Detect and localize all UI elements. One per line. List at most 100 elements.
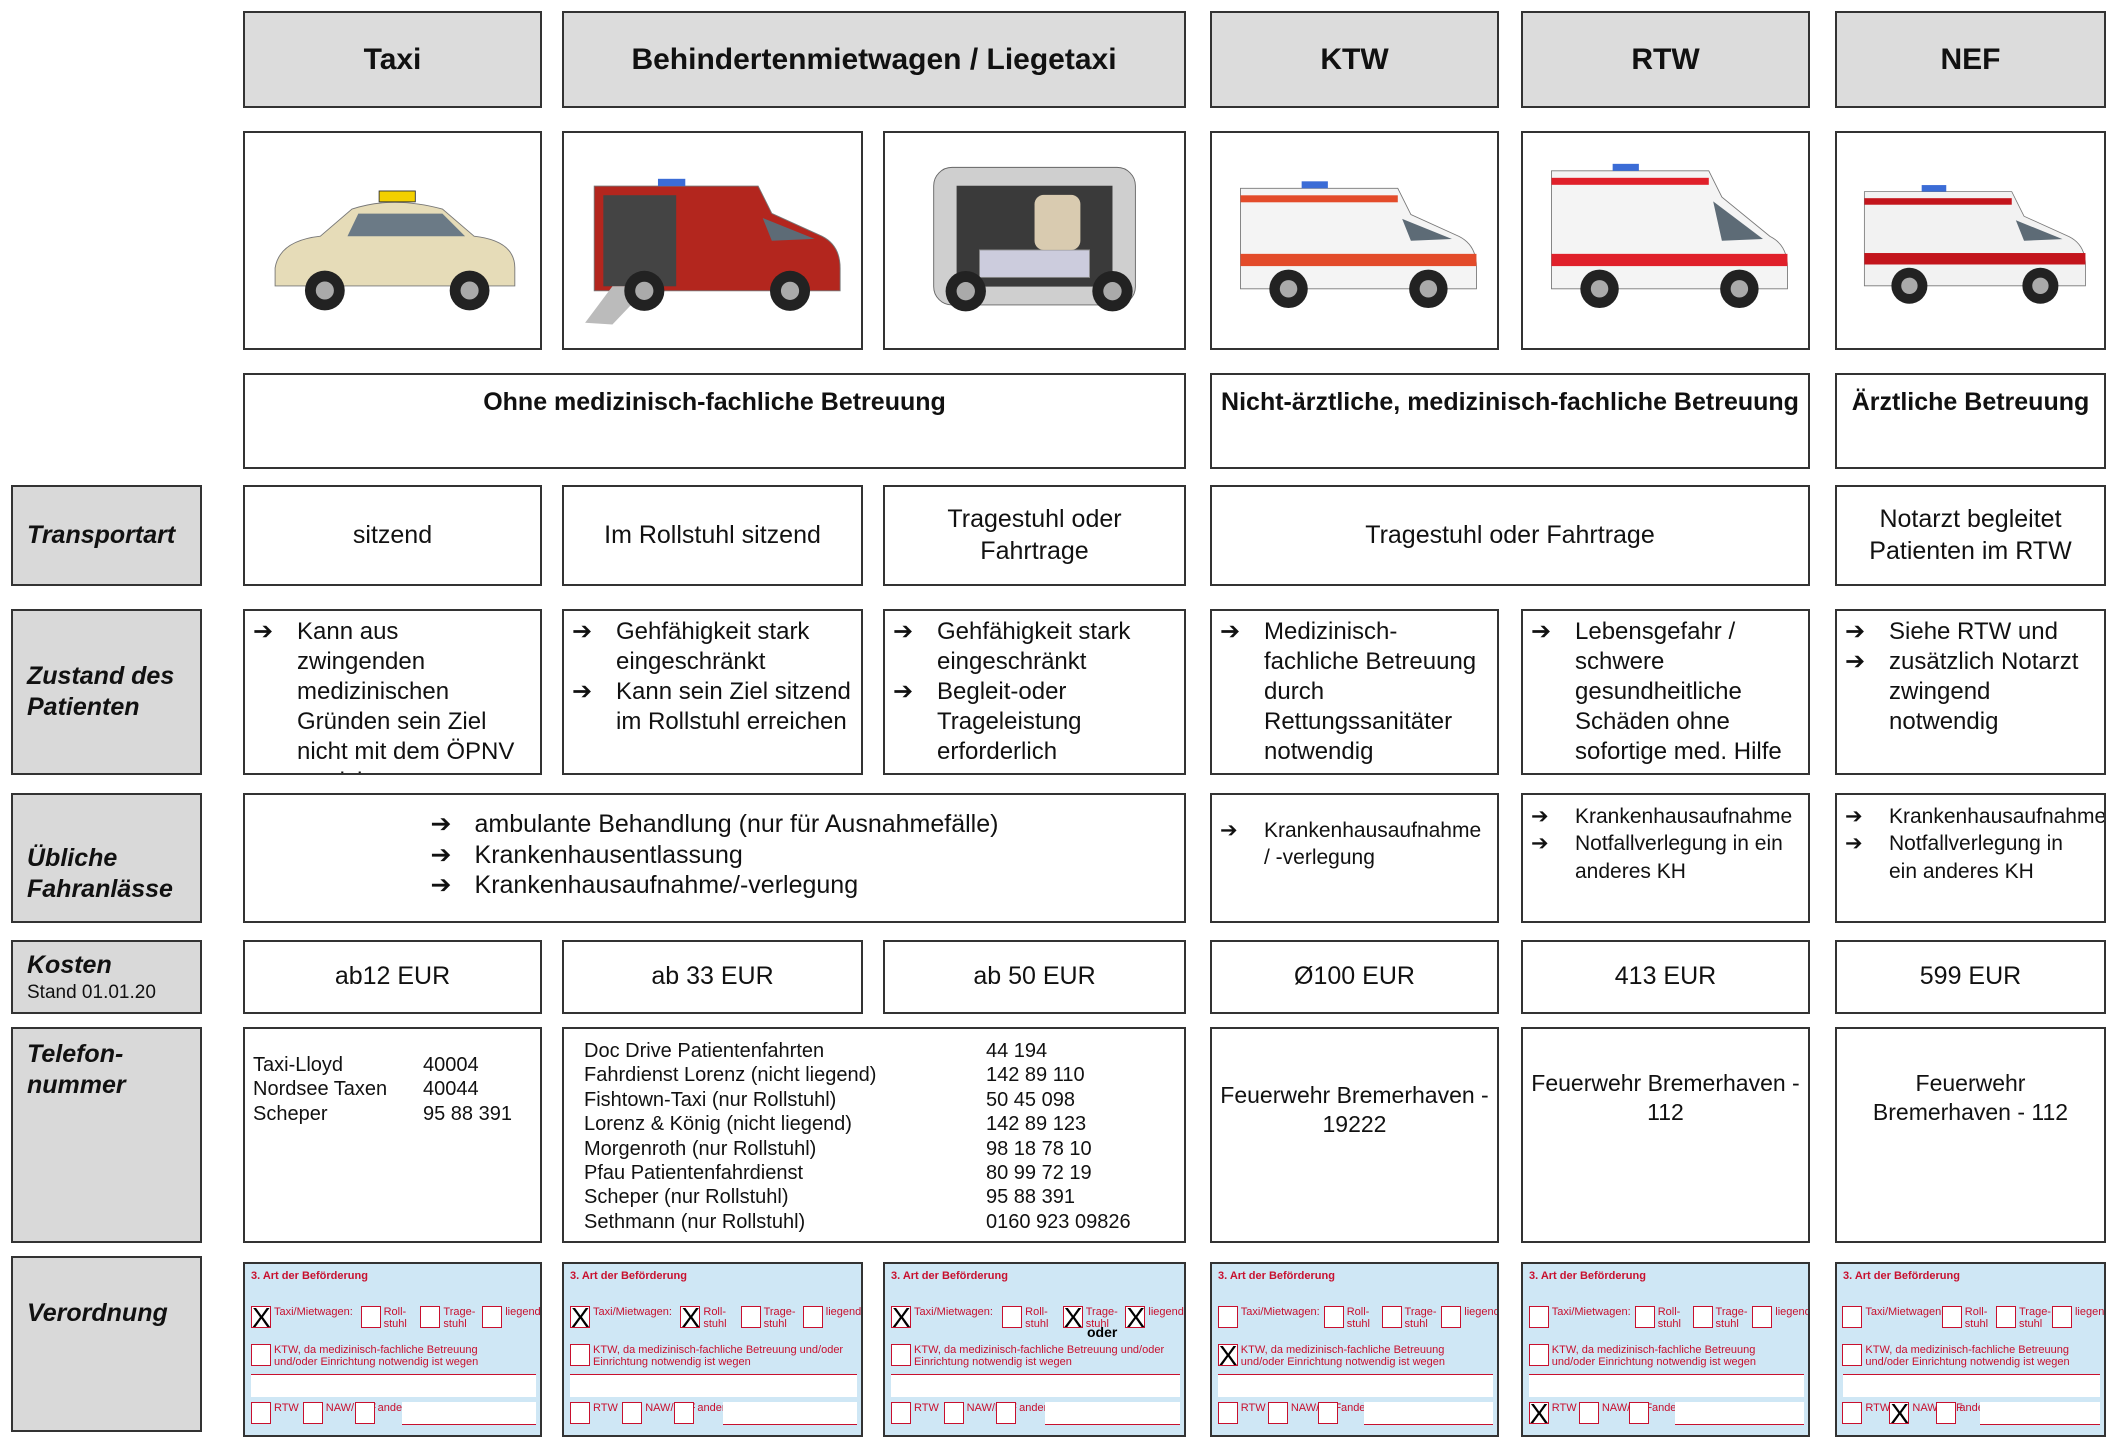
form-checkbox [1941, 1306, 1962, 1328]
form-field-label: RTW [1551, 1402, 1577, 1414]
bullet-arrow: ➔ [1220, 819, 1238, 842]
phone-entry: Nordsee Taxen 40044 [253, 1077, 532, 1101]
form-input-line [251, 1374, 536, 1397]
form-field-label: Roll-stuhl [1964, 1306, 1989, 1330]
form-checkbox [1528, 1306, 1549, 1328]
header-text: KTW [1320, 42, 1389, 76]
form-checkbox [482, 1306, 503, 1328]
form-or: oder [1087, 1324, 1118, 1340]
form-checkbox [1842, 1344, 1863, 1366]
form-checkbox [1323, 1306, 1344, 1328]
header-cell: NEF [1835, 11, 2106, 108]
form-field-label: RTW [914, 1402, 939, 1414]
phone-name: Morgenroth (nur Rollstuhl) [584, 1137, 817, 1160]
row-label: Transportart [11, 485, 202, 586]
form-field-label: RTW [1865, 1402, 1891, 1414]
phone-entry: Sethmann (nur Rollstuhl) 0160 923 09826 [584, 1210, 1164, 1234]
phone-name: Fishtown-Taxi (nur Rollstuhl) [584, 1088, 837, 1111]
item-text: Krankenhausaufnahme [1575, 805, 1793, 828]
item-text: Gehfähigkeit stark eingeschränkt [616, 618, 810, 675]
header-cell: Taxi [243, 11, 542, 108]
phone-number: 80 99 72 19 [986, 1161, 1092, 1184]
form-title: 3. Art der Beförderung [1843, 1270, 1960, 1282]
form-checkbox [1628, 1402, 1649, 1424]
item-text: Krankenhausaufnahme/-verlegung [474, 871, 859, 899]
care-cell: Ärztliche Betreuung [1835, 373, 2106, 469]
form-field-label: NAW/NEF [966, 1402, 1017, 1414]
form-checkbox [1217, 1306, 1238, 1328]
phone-name: Scheper [253, 1102, 328, 1125]
form-checkbox [1381, 1306, 1402, 1328]
form-field-label: Taxi/Mietwagen: [1865, 1306, 1945, 1318]
item-text: Krankenhausentlassung [474, 840, 743, 869]
form-checkbox [891, 1402, 912, 1424]
vehicle-image [1835, 131, 2106, 350]
bullet-arrow: ➔ [572, 618, 593, 645]
cost-cell: Ø100 EUR [1210, 940, 1499, 1014]
form-checkbox [360, 1306, 381, 1328]
form-input-line [722, 1402, 857, 1425]
form-checkbox [891, 1344, 912, 1366]
care-text: Ohne medizinisch-fachliche Betreuung [483, 388, 946, 416]
form-checkbox [996, 1402, 1017, 1424]
phone-text: Feuerwehr Bremerhaven - 112 [1531, 1070, 1800, 1125]
form-field-label: liegend [2074, 1306, 2105, 1318]
form-checkbox [1002, 1306, 1023, 1328]
label-text: Kosten [27, 951, 112, 979]
row-label: Telefon-nummer [11, 1027, 202, 1243]
form-field-label: liegend [825, 1306, 862, 1318]
reasons-cell: ➔ ambulante Behandlung (nur für Ausnahmef… [243, 793, 1186, 923]
list-item: ➔ Krankenhausaufnahme / -verlegung [1220, 817, 1489, 872]
item-text: Lebensgefahr / schwere gesundheitliche S… [1575, 618, 1782, 765]
bullet-arrow: ➔ [253, 618, 274, 645]
form-input-line [1675, 1402, 1804, 1425]
phone-text: Feuerwehr Bremerhaven - 112 [1872, 1070, 2069, 1125]
cost-cell: 599 EUR [1835, 940, 2106, 1014]
phone-entry: Taxi-Lloyd 40004 [253, 1053, 532, 1077]
header-cell: KTW [1210, 11, 1499, 108]
form-title: 3. Art der Beförderung [1529, 1270, 1646, 1282]
condition-cell: ➔ Kann aus zwingenden medizinischen Gründ… [243, 609, 542, 775]
form-checkbox [302, 1402, 323, 1424]
order-form: 3. Art der Beförderung Taxi/Mietwagen: X Ro… [883, 1262, 1186, 1437]
form-field-label: Trage-stuhl [1715, 1306, 1748, 1330]
list-item: ➔ Medizinisch-fachliche Betreuung durch R… [1220, 617, 1489, 767]
reasons-cell: ➔ Krankenhausaufnahme / -verlegung [1210, 793, 1499, 923]
phone-entry: Fahrdienst Lorenz (nicht liegend) 142 89 … [584, 1063, 1164, 1087]
form-field-label: NAW/NEF [325, 1402, 377, 1414]
form-checkbox [943, 1402, 964, 1424]
form-checkbox [1936, 1402, 1957, 1424]
form-field-label: KTW, da medizinisch-fachliche Betreuung … [1240, 1344, 1446, 1368]
phone-entry: Doc Drive Patientenfahrten 44 194 [584, 1039, 1164, 1063]
form-field-label: RTW [273, 1402, 299, 1414]
label-text: Transportart [27, 520, 176, 549]
form-field-label: Taxi/Mietwagen: [593, 1306, 672, 1318]
form-field-label: KTW, da medizinisch-fachliche Betreuung … [1865, 1344, 2070, 1368]
bullet-arrow: ➔ [1531, 832, 1549, 856]
form-title: 3. Art der Beförderung [891, 1270, 1008, 1282]
form-field-label: KTW, da medizinisch-fachliche Betreuung … [914, 1344, 1165, 1368]
list-item: ➔ Gehfähigkeit stark eingeschränkt [893, 617, 1176, 677]
vehicle-drawing [274, 190, 516, 311]
item-text: Gehfähigkeit stark eingeschränkt [937, 618, 1131, 675]
list-item: ➔ Gehfähigkeit stark eingeschränkt [572, 617, 853, 677]
vehicle-drawing [1863, 184, 2086, 304]
form-check-mark: X [571, 1302, 590, 1333]
reasons-cell: ➔ Krankenhausaufnahme ➔ Notfallverlegung in… [1835, 793, 2106, 923]
header-cell: RTW [1521, 11, 1810, 108]
care-cell: Ohne medizinisch-fachliche Betreuung [243, 373, 1186, 469]
phone-number: 95 88 391 [986, 1186, 1075, 1209]
form-checkbox [1634, 1306, 1655, 1328]
vehicle-drawing [584, 178, 841, 325]
form-field-label: Taxi/Mietwagen: [1240, 1306, 1320, 1318]
header-text: Behindertenmietwagen / Liegetaxi [631, 42, 1117, 76]
form-checkbox [1528, 1402, 1549, 1424]
form-checkbox [1889, 1402, 1910, 1424]
vehicle-image [883, 131, 1186, 350]
item-text: Notfallverlegung in ein anderes KH [1575, 832, 1783, 883]
form-checkbox [1441, 1306, 1462, 1328]
form-checkbox [250, 1344, 271, 1366]
header-cell: Behindertenmietwagen / Liegetaxi [562, 11, 1186, 108]
transport-cell: Im Rollstuhl sitzend [562, 485, 863, 586]
phone-number: 40004 [423, 1054, 479, 1076]
